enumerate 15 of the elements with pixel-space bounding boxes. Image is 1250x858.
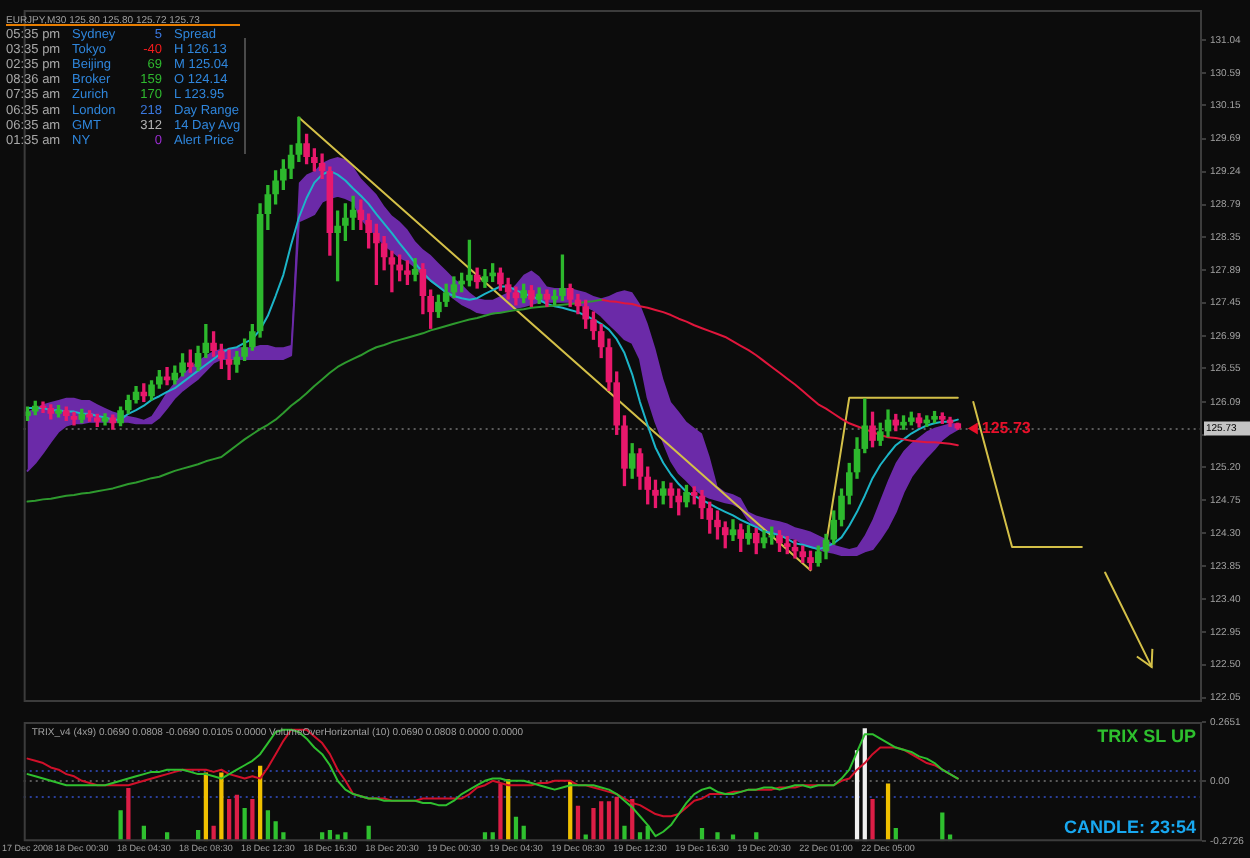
bar [126,788,131,842]
bar [715,832,720,842]
bar [118,810,123,842]
bar [343,832,348,842]
bar [622,825,627,842]
annotation: TRIX SL UP [1097,725,1196,746]
bar [591,807,596,842]
ref-line-label: 125.73 [981,418,1032,437]
candlestick [163,367,171,386]
bar [498,783,503,842]
annotation: CANDLE: 23:54 [1063,817,1196,838]
bar [870,799,875,842]
bar [219,772,224,842]
bar [250,799,255,842]
candlestick [225,349,233,381]
